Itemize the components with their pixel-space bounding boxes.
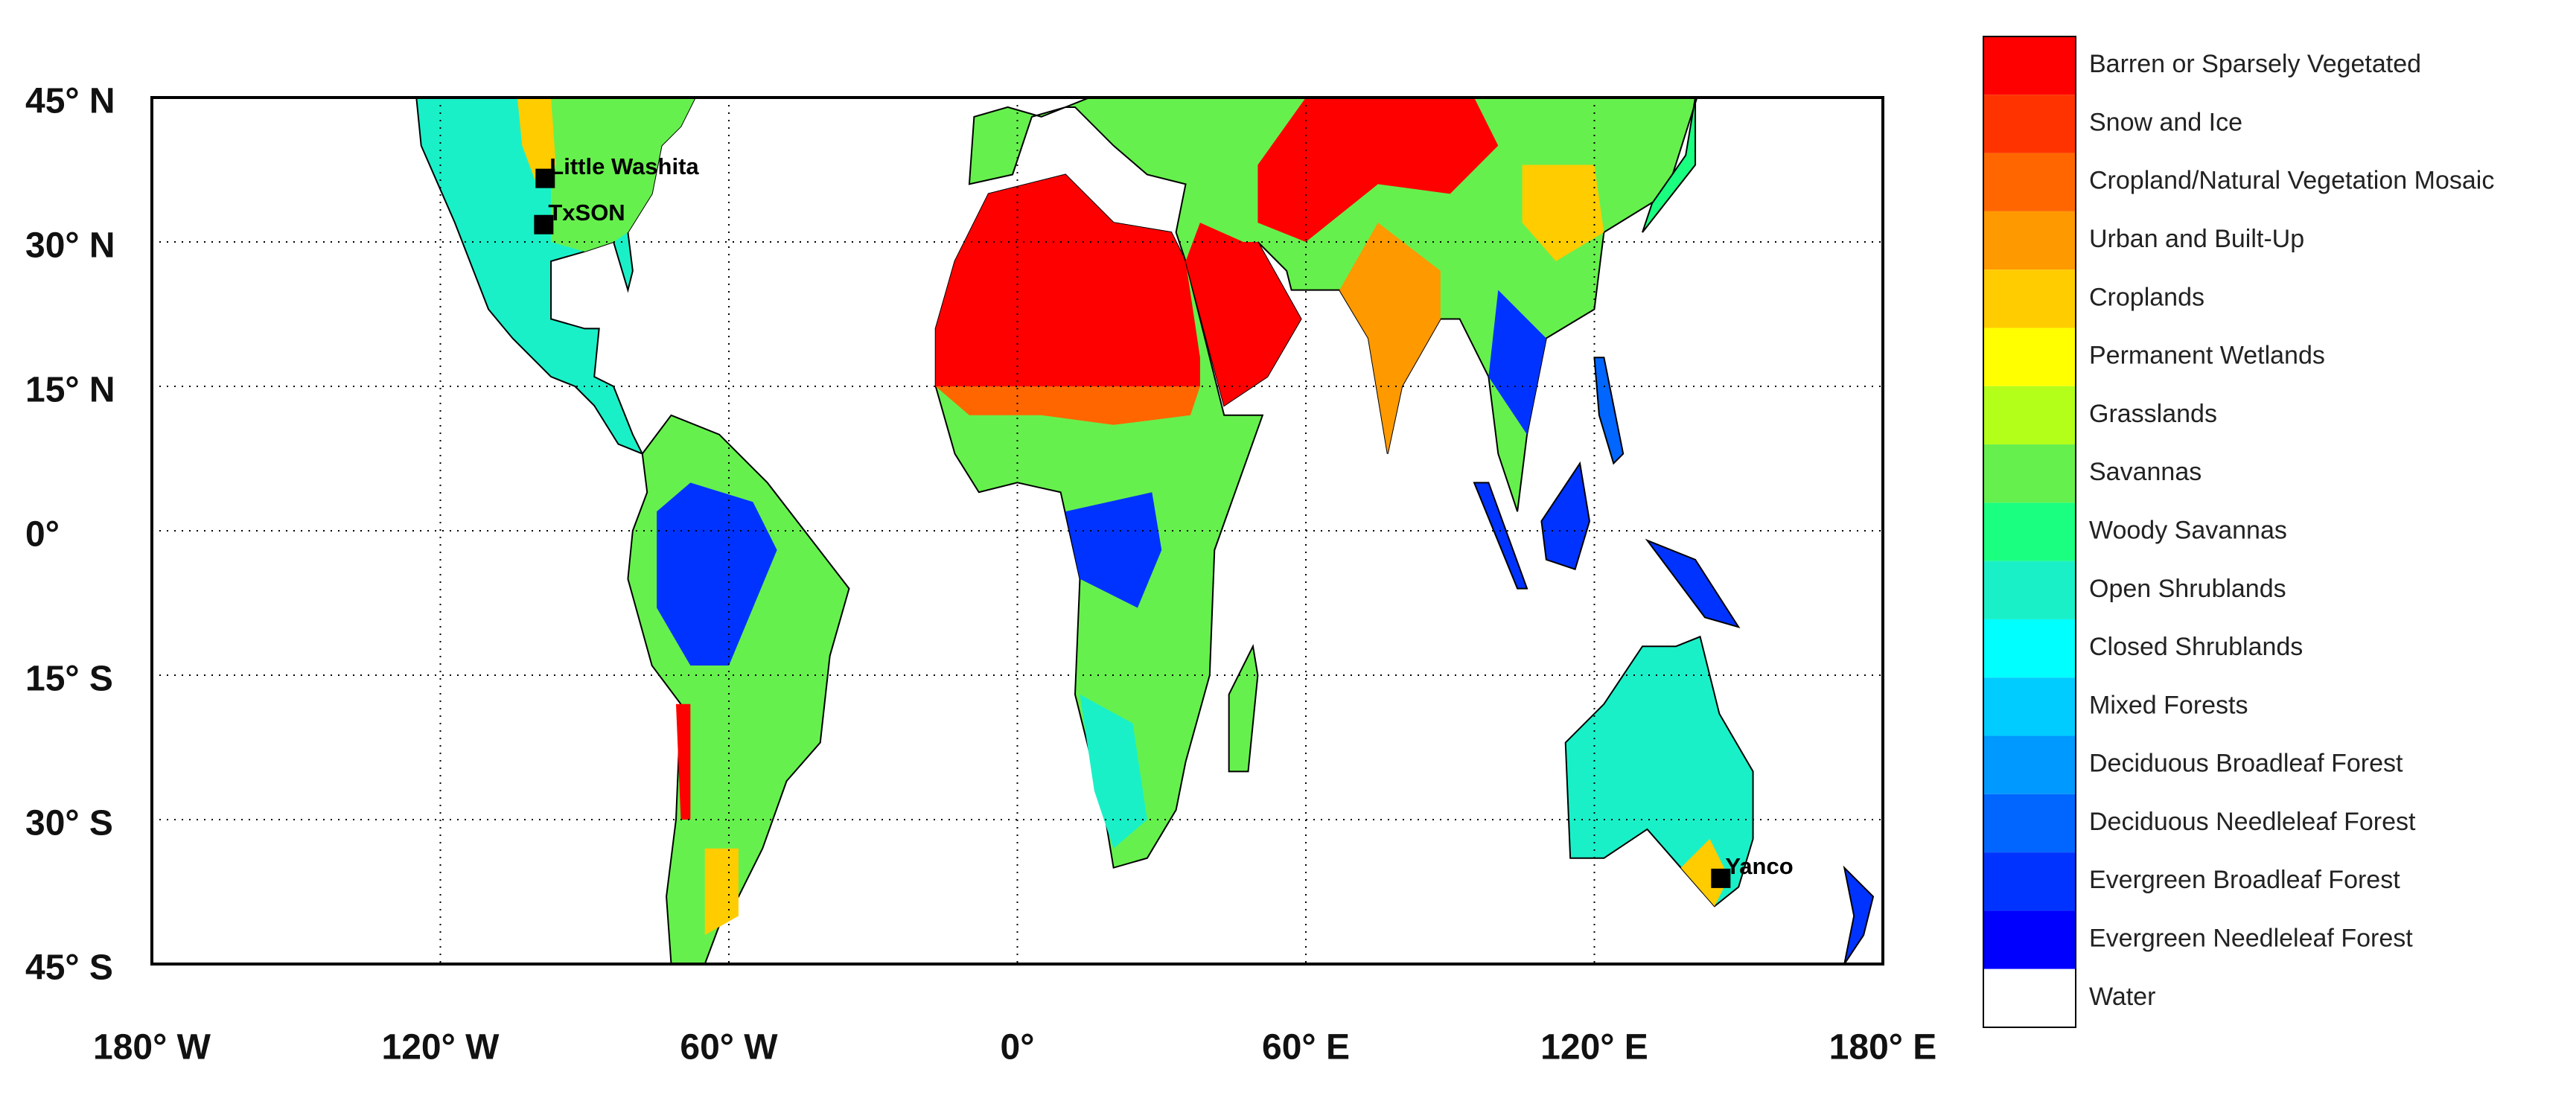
x-tick-label: 120° W (382, 1028, 500, 1068)
land-layer (416, 98, 1873, 964)
new-zealand (1844, 868, 1873, 964)
legend-swatch (1983, 36, 2076, 95)
sumatra (1474, 482, 1527, 588)
legend-label: Barren or Sparsely Vegetated (2089, 50, 2421, 78)
legend-label: Deciduous Broadleaf Forest (2089, 750, 2403, 778)
legend-label: Evergreen Broadleaf Forest (2089, 866, 2400, 894)
legend-swatch (1983, 95, 2076, 153)
y-tick-label: 45° N (25, 82, 115, 121)
legend-label: Urban and Built-Up (2089, 225, 2304, 253)
site-label: TxSON (548, 200, 625, 226)
legend-swatch (1983, 852, 2076, 911)
philippines (1594, 357, 1623, 463)
legend-swatch (1983, 386, 2076, 445)
legend-swatch (1983, 328, 2076, 386)
y-tick-label: 30° S (25, 804, 113, 843)
x-tick-label: 60° E (1262, 1028, 1350, 1068)
legend-label: Grasslands (2089, 400, 2217, 428)
legend-label: Evergreen Needleleaf Forest (2089, 925, 2413, 953)
site-layer: Little Washita TxSON Yanco (534, 153, 1794, 888)
legend-label: Closed Shrublands (2089, 633, 2303, 661)
legend-label: Cropland/Natural Vegetation Mosaic (2089, 167, 2494, 195)
japan (1642, 98, 1695, 232)
legend-swatch (1983, 502, 2076, 561)
legend-label: Snow and Ice (2089, 108, 2242, 136)
x-tick-label: 180° W (93, 1028, 211, 1068)
borneo (1541, 463, 1590, 569)
site-marker (534, 214, 554, 234)
legend-swatch (1983, 269, 2076, 328)
x-tick-label: 0° (1001, 1028, 1035, 1068)
site-label: Yanco (1725, 853, 1793, 879)
legend-label: Permanent Wetlands (2089, 342, 2325, 370)
madagascar (1229, 646, 1258, 771)
legend-swatch (1983, 735, 2076, 794)
legend-swatch (1983, 561, 2076, 619)
x-tick-label: 120° E (1540, 1028, 1648, 1068)
legend-swatch (1983, 677, 2076, 736)
legend-label: Savannas (2089, 458, 2202, 486)
legend-label: Croplands (2089, 283, 2204, 311)
y-tick-label: 15° N (25, 371, 115, 410)
legend-swatch (1983, 794, 2076, 853)
x-tick-label: 60° W (680, 1028, 778, 1068)
legend-frame (1983, 36, 2076, 1028)
y-tick-label: 30° N (25, 226, 115, 266)
legend-swatch (1983, 444, 2076, 503)
australia (1566, 636, 1753, 906)
legend-label: Open Shrublands (2089, 575, 2286, 603)
legend-label: Mixed Forests (2089, 691, 2248, 719)
legend-swatch (1983, 153, 2076, 211)
site-label: Little Washita (549, 153, 699, 179)
legend-swatch (1983, 211, 2076, 270)
site-marker (535, 168, 555, 188)
y-tick-label: 0° (25, 515, 60, 555)
axes-frame (150, 96, 1884, 966)
x-tick-label: 180° E (1829, 1028, 1937, 1068)
legend-swatch (1983, 968, 2076, 1027)
y-tick-label: 45° S (25, 948, 113, 988)
legend-label: Woody Savannas (2089, 516, 2287, 544)
legend-label: Water (2089, 983, 2155, 1011)
legend-swatch (1983, 910, 2076, 969)
legend-swatch (1983, 619, 2076, 678)
site-marker (1711, 868, 1731, 888)
new-guinea (1647, 540, 1738, 627)
legend: Barren or Sparsely Vegetated Snow and Ice… (1983, 36, 2494, 1028)
legend-label: Deciduous Needleleaf Forest (2089, 808, 2416, 836)
y-tick-label: 15° S (25, 660, 113, 699)
tick-layer: 180° W 120° W 60° W 0° 60° E 120° E 180° E 45° … (25, 82, 1936, 1068)
